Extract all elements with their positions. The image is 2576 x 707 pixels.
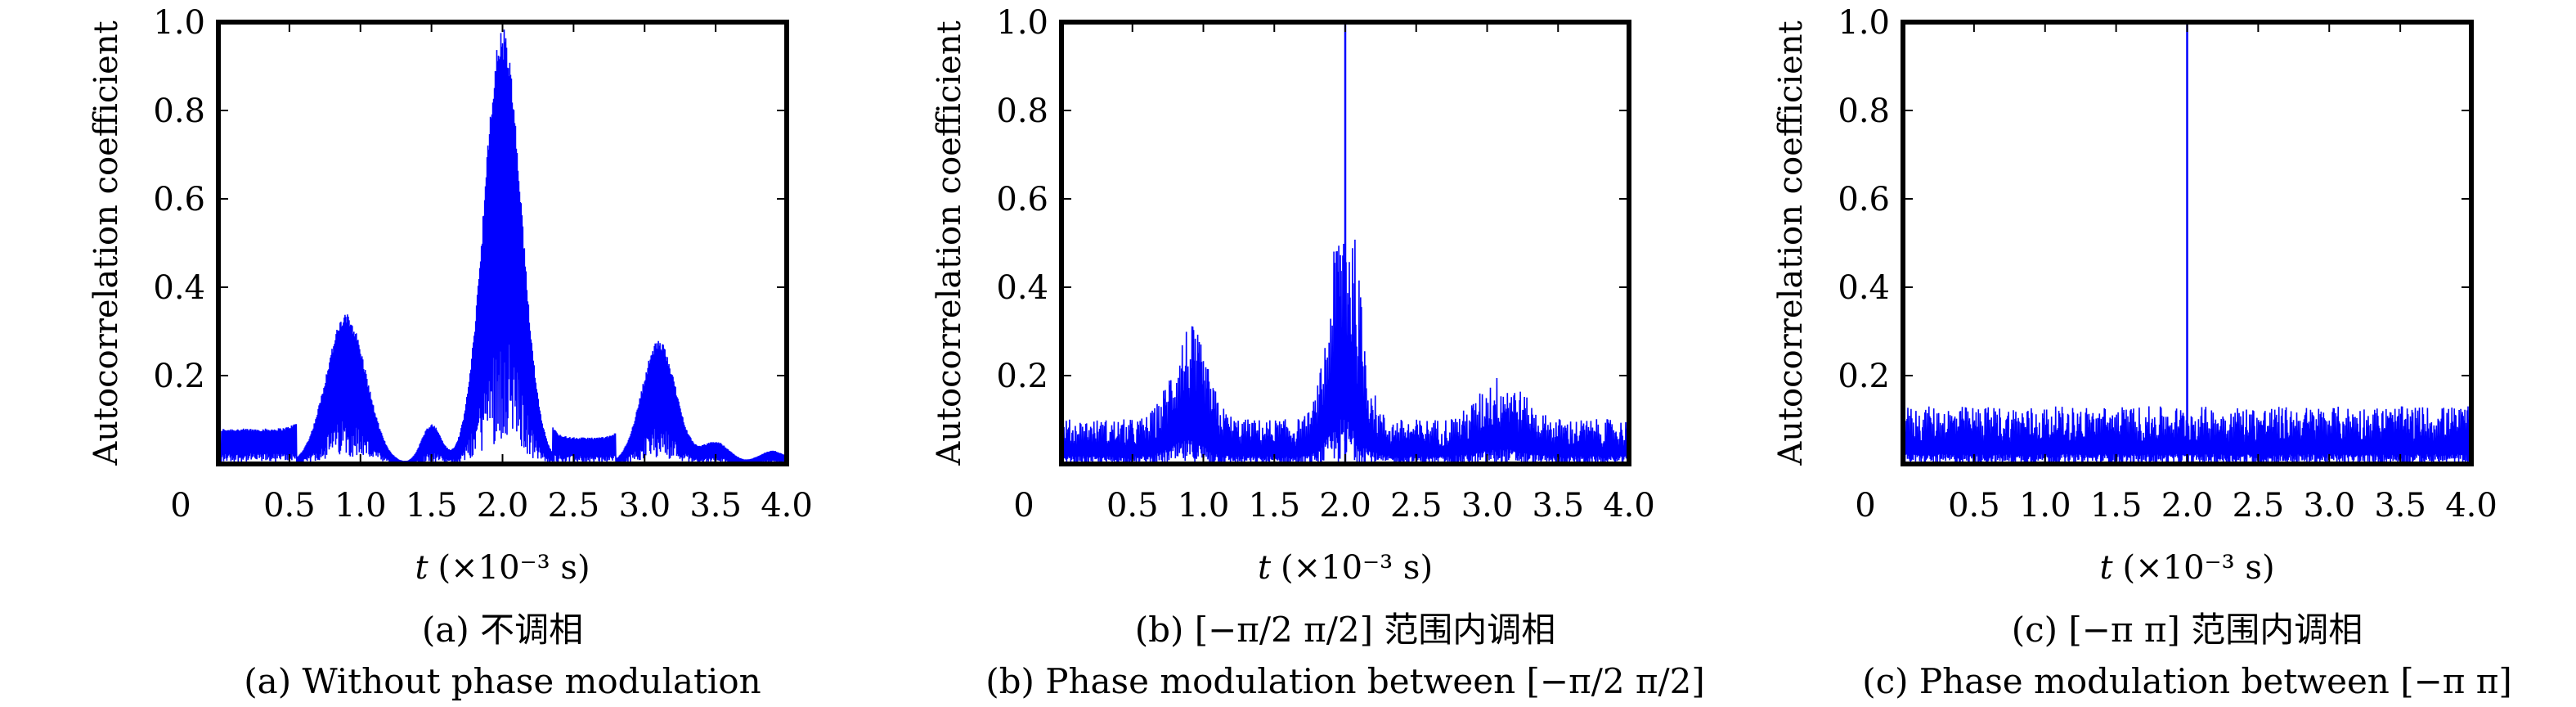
x-tick-label: 4.0: [2445, 487, 2497, 525]
y-tick-label: 1.0: [1838, 4, 1890, 42]
y-tick-label: 0.4: [996, 269, 1048, 307]
caption-english: (c) Phase modulation between [−π π]: [1862, 661, 2511, 701]
x-axis-variable: t: [415, 549, 429, 587]
panel-c: 0.2 0.4 0.6 0.8 1.0 0.5 1.0 1.5 2.0 2.5 3.0 3.5 4.0 0…: [1772, 4, 2512, 701]
y-axis-label: Autocorrelation coefficient: [1772, 20, 1810, 466]
y-tick-label: 0.2: [996, 358, 1048, 395]
x-axis-label: t (×10⁻³ s): [415, 549, 590, 587]
x-tick-label: 4.0: [761, 487, 813, 525]
caption-chinese: (a) 不调相: [422, 610, 583, 650]
x-tick-label: 3.0: [618, 487, 671, 525]
x-tick-label: 1.0: [1178, 487, 1230, 525]
x-tick-label: 3.5: [1532, 487, 1584, 525]
x-tick-label: 2.5: [1390, 487, 1443, 525]
x-tick-label: 1.5: [2090, 487, 2143, 525]
caption-english: (a) Without phase modulation: [244, 661, 761, 701]
x-tick-label: 0.5: [1106, 487, 1159, 525]
y-tick-label: 0.8: [1838, 92, 1890, 130]
x-tick-label: 1.5: [1248, 487, 1300, 525]
y-tick-label: 1.0: [996, 4, 1048, 42]
y-axis-label: Autocorrelation coefficient: [931, 20, 968, 466]
panel-a: 0.2 0.4 0.6 0.8 1.0 0.5 1.0 1.5 2.0 2.5 3.0 3.5 4.0 0…: [88, 4, 813, 701]
x-tick-label: 1.5: [406, 487, 458, 525]
y-tick-label: 0.6: [996, 181, 1048, 218]
x-tick-label: 3.5: [2374, 487, 2426, 525]
y-tick-label: 1.0: [153, 4, 205, 42]
x-tick-label: 0.5: [1948, 487, 2000, 525]
x-axis-variable: t: [2099, 549, 2113, 587]
y-axis-label: Autocorrelation coefficient: [88, 20, 125, 466]
caption-chinese: (c) [−π π] 范围内调相: [2012, 610, 2363, 650]
x-tick-label: 1.0: [334, 487, 387, 525]
x-tick-label: 1.0: [2019, 487, 2071, 525]
y-tick-label: 0.8: [996, 92, 1048, 130]
x-tick-label: 3.5: [689, 487, 742, 525]
x-tick-label: 2.0: [1319, 487, 1371, 525]
x-tick-label: 2.5: [548, 487, 600, 525]
y-tick-label: 0.2: [1838, 358, 1890, 395]
series-trace: [218, 29, 788, 465]
x-origin-label: 0: [1855, 487, 1875, 525]
y-tick-label: 0.8: [153, 92, 205, 130]
x-axis-unit: (×10⁻³ s): [2123, 549, 2275, 587]
x-origin-label: 0: [170, 487, 191, 525]
caption-english: (b) Phase modulation between [−π/2 π/2]: [985, 661, 1705, 701]
x-axis-variable: t: [1258, 549, 1272, 587]
x-axis-unit: (×10⁻³ s): [438, 549, 590, 587]
x-tick-label: 2.0: [477, 487, 529, 525]
y-tick-label: 0.6: [153, 181, 205, 218]
x-tick-label: 3.0: [2303, 487, 2355, 525]
y-tick-label: 0.4: [153, 269, 205, 307]
x-tick-label: 0.5: [263, 487, 316, 525]
x-axis-label: t (×10⁻³ s): [2099, 549, 2274, 587]
x-tick-label: 2.5: [2233, 487, 2285, 525]
x-tick-label: 3.0: [1461, 487, 1514, 525]
x-tick-label: 4.0: [1603, 487, 1655, 525]
panel-b: 0.2 0.4 0.6 0.8 1.0 0.5 1.0 1.5 2.0 2.5 3.0 3.5 4.0 0…: [931, 4, 1705, 701]
y-tick-label: 0.6: [1838, 181, 1890, 218]
x-axis-label: t (×10⁻³ s): [1258, 549, 1433, 587]
y-tick-label: 0.4: [1838, 269, 1890, 307]
x-origin-label: 0: [1013, 487, 1034, 525]
x-tick-label: 2.0: [2161, 487, 2214, 525]
y-tick-label: 0.2: [153, 358, 205, 395]
x-axis-unit: (×10⁻³ s): [1281, 549, 1433, 587]
caption-chinese: (b) [−π/2 π/2] 范围内调相: [1135, 610, 1556, 650]
